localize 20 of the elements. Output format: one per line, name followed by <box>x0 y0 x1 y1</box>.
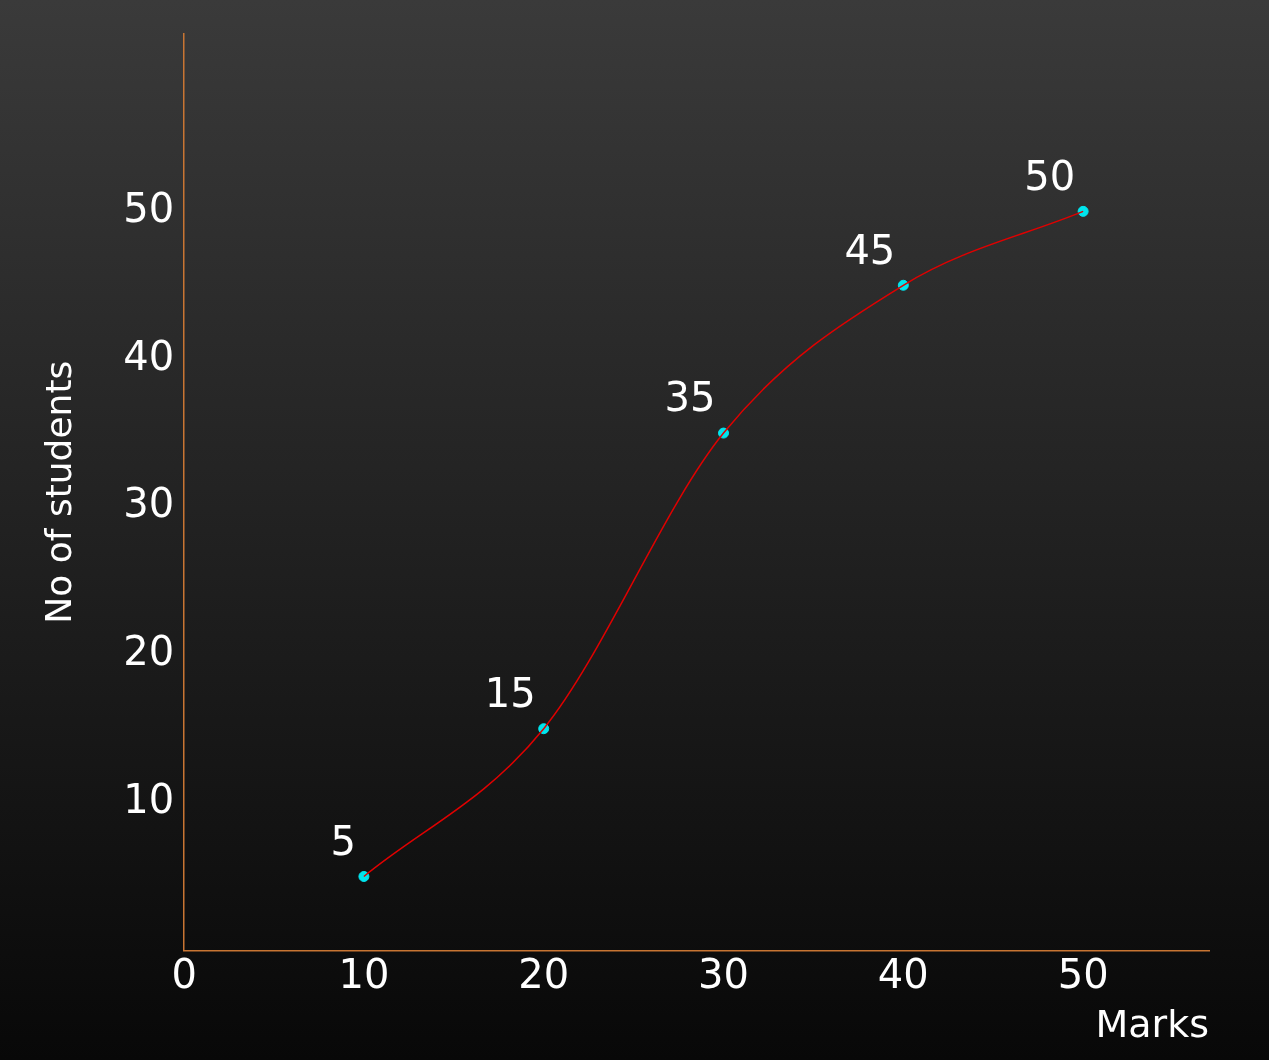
y-tick-label: 50 <box>123 184 175 231</box>
x-axis-title: Marks <box>1095 1002 1209 1047</box>
point <box>358 871 370 882</box>
data-label: 50 <box>1024 152 1076 199</box>
x-tick-label: 50 <box>1057 950 1109 997</box>
data-label: 35 <box>664 374 716 421</box>
x-tick-label: 30 <box>698 950 749 997</box>
y-tick-label: 10 <box>123 775 175 822</box>
y-tick-label: 40 <box>123 332 175 379</box>
data-label: 5 <box>330 817 356 864</box>
data-label: 15 <box>484 670 536 717</box>
y-axis-title: No of students <box>37 360 79 624</box>
x-tick-label: 10 <box>338 950 390 997</box>
x-tick-label: 40 <box>877 950 929 997</box>
x-tick-label: 20 <box>518 950 570 997</box>
data-label: 45 <box>844 226 896 273</box>
x-tick-label: 0 <box>171 950 197 997</box>
y-tick-label: 20 <box>123 628 175 675</box>
point <box>1077 205 1089 217</box>
y-tick-label: 30 <box>123 480 175 527</box>
